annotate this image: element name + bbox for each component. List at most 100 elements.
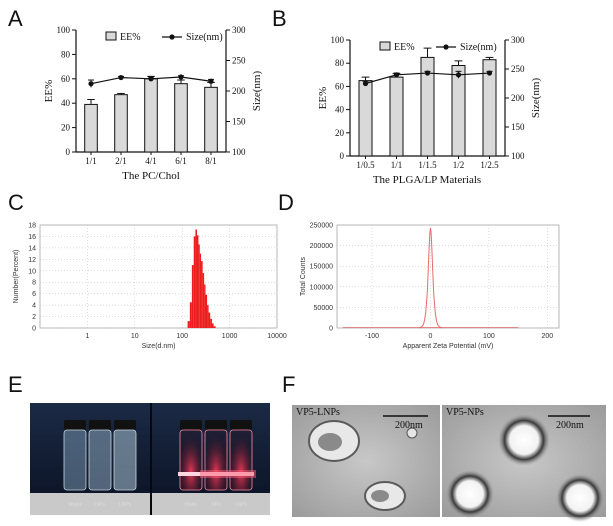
lnp-small-particle [406,427,418,439]
x-axis-title: The PLGA/LP Materials [373,174,481,186]
size-point [208,78,214,84]
tem-left-scale: 200nm [395,420,423,431]
vial-left-nps [88,420,112,491]
size-point [393,72,400,78]
y-tick-label-left: 60 [61,74,71,84]
plot-area [39,224,278,329]
vial-body [63,429,87,491]
y-tick-label: 250000 [310,223,333,230]
bar [358,80,373,157]
size-point [148,76,154,82]
y-axis-title: Total Counts [300,257,307,296]
vial-right-water [179,420,203,491]
x-tick-label: 1 [85,333,89,340]
tem-f: VP5-LNPs 200nm VP5-NPs 200nm [292,405,606,522]
y-tick-label: 12 [28,257,36,264]
y-tick-label-left: 0 [340,151,345,161]
chart-d: 0 50000 100000 150000 200000 250000 -100 0 100 20… [300,223,560,350]
x-tick-label: -100 [365,333,379,340]
legend-label-bar: EE% [394,42,415,53]
histogram-bar [198,244,200,328]
panel-letter-c: C [8,190,24,215]
size-point [486,70,493,76]
np-particle [556,474,604,522]
y-tick-label-left: 20 [61,123,71,133]
y-tick-label-left: 80 [335,58,345,68]
y-axis-title-right: Size(nm) [251,71,263,112]
y-tick-label-right: 250 [232,56,246,66]
y-tick-label: 0 [329,326,333,333]
photo-e-labels: Water NPs LNPs Water NPs LNPs [68,502,247,508]
size-point [118,74,124,81]
size-point [88,81,94,87]
size-point [455,72,462,78]
y-tick-label: 8 [32,280,36,287]
vial-cap [180,420,202,430]
panel-letter-a: A [8,6,23,31]
vial-left-lnps [113,420,137,491]
vial-body [204,429,228,491]
y-tick-label: 18 [28,223,36,230]
lnp-core [371,490,389,502]
y-tick-label-left: 40 [335,105,345,115]
histogram-bar [189,302,192,328]
histogram-bar [205,294,208,328]
lnp-core [318,433,342,451]
y-tick-label-right: 300 [232,25,246,35]
y-axis-title: Number(Percent) [13,250,20,304]
legend-swatch-bar [379,41,391,51]
vial-body [113,429,137,491]
plot-area [336,224,560,329]
y-tick-label-right: 100 [232,147,246,157]
x-tick-label: 1/0.5 [356,160,375,170]
histogram-bar [211,323,214,328]
y-axis-title-right: Size(nm) [530,78,542,119]
photo-e-divider [150,403,152,515]
y-tick-label: 14 [28,245,36,252]
y-tick-label-left: 100 [57,25,71,35]
y-axis-title-left: EE% [43,80,55,103]
x-tick-label: 200 [541,333,553,340]
y-tick-label: 16 [28,234,36,241]
x-axis-title: The PC/Chol [122,170,180,182]
histogram-bar [210,318,212,328]
vial-body [229,429,253,491]
x-tick-label: 2/1 [115,156,127,166]
size-point [424,70,431,76]
vial-label: LNPs [235,502,248,508]
histogram-bar [196,235,199,328]
vial-label: LNPs [119,502,132,508]
y-axis-title-left: EE% [317,87,329,110]
x-tick-label: 10 [131,333,139,340]
y-tick-label-left: 100 [331,35,345,45]
histogram-bar [195,229,197,328]
y-tick-label-left: 60 [335,81,345,91]
vial-body [88,429,112,491]
vial-cap [205,420,227,430]
y-tick-label-right: 150 [232,117,246,127]
x-tick-label: 0 [429,333,433,340]
vial-left-water [63,420,87,491]
size-point [362,80,369,87]
y-tick-label: 200000 [310,243,333,250]
np-particle [446,470,494,518]
legend-label-bar: EE% [120,32,141,43]
x-tick-label: 1/1 [85,156,97,166]
tem-right-label: VP5-NPs [446,407,484,418]
size-point [178,74,184,80]
histogram-bar [204,284,206,328]
legend-marker-line [169,34,175,40]
tem-right-scale: 200nm [556,420,584,431]
zeta-trace [418,227,443,329]
x-axis-title: Apparent Zeta Potential (mV) [403,343,494,350]
panel-letter-b: B [272,6,287,31]
laser-glow [200,470,256,478]
vial-label: Water [184,502,197,508]
histogram-bar [187,321,190,328]
np-particle [498,414,550,466]
y-tick-label-right: 300 [511,35,525,45]
x-tick-label: 1/1 [391,160,403,170]
bar [84,103,98,153]
vial-label: NPs [95,502,105,508]
